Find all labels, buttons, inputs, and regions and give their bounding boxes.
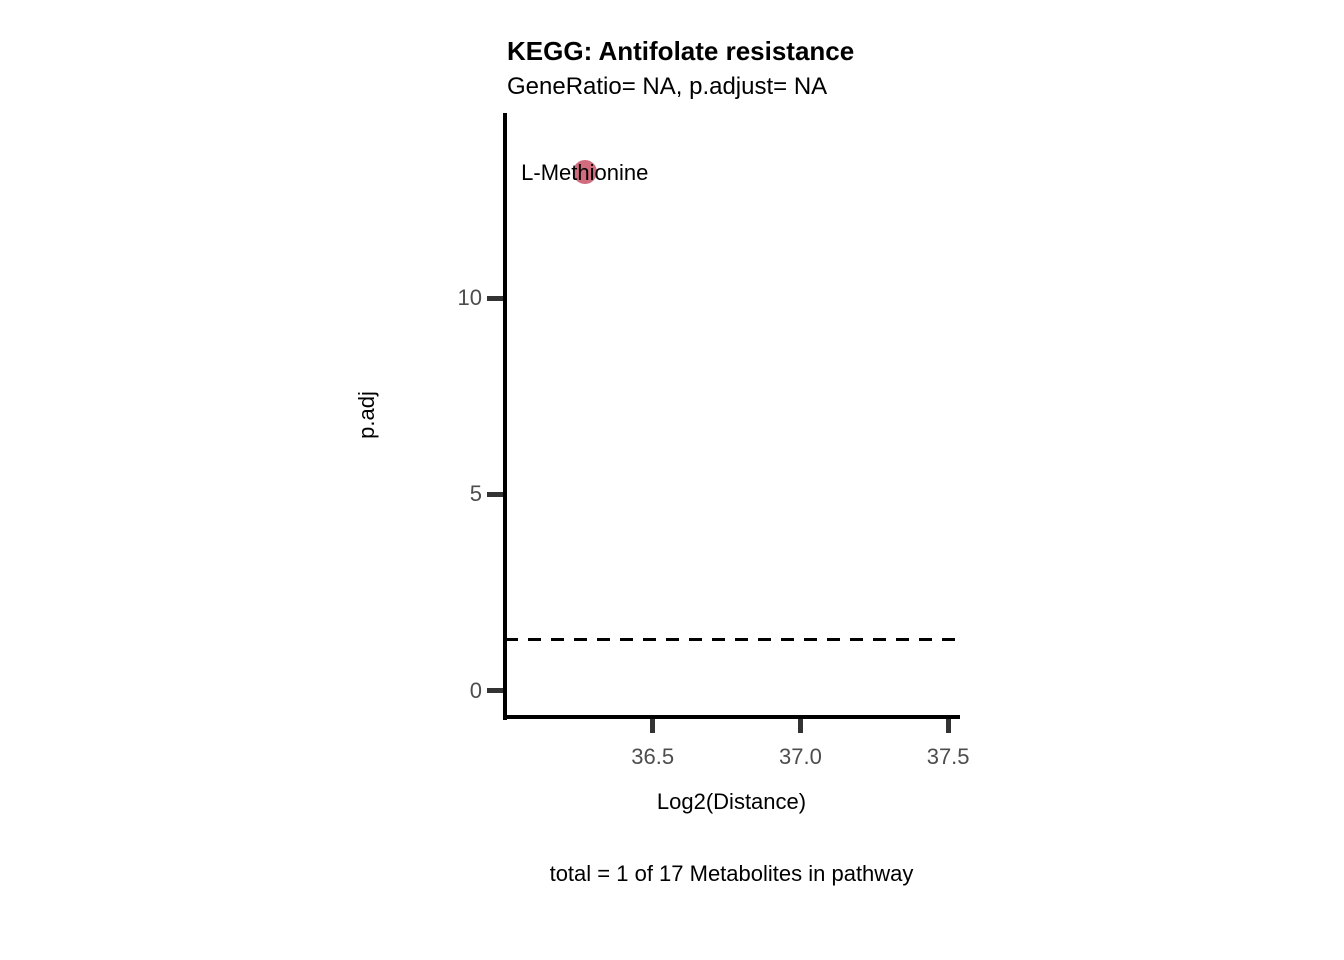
data-point: [572, 160, 597, 185]
y-tick-mark: [487, 295, 503, 301]
y-axis-line: [503, 113, 507, 720]
y-tick-label: 5: [469, 481, 482, 507]
y-tick-mark: [487, 491, 503, 497]
x-tick-label: 36.5: [631, 744, 675, 769]
x-tick-label: 37.5: [926, 744, 970, 769]
x-tick-mark: [650, 719, 656, 733]
y-tick-label: 10: [457, 285, 482, 311]
y-tick-mark: [487, 688, 503, 694]
y-tick-label: 0: [469, 677, 482, 703]
x-tick-mark: [945, 719, 951, 733]
chart-subtitle: GeneRatio= NA, p.adjust= NA: [507, 73, 828, 100]
chart-caption: total = 1 of 17 Metabolites in pathway: [549, 861, 914, 886]
x-tick-label: 37.0: [779, 744, 822, 769]
y-axis-title: p.adj: [354, 391, 379, 439]
x-axis-line: [503, 715, 960, 719]
chart-title: KEGG: Antifolate resistance: [507, 36, 855, 66]
x-axis-title: Log2(Distance): [656, 789, 807, 814]
x-tick-mark: [797, 719, 803, 733]
threshold-line: [505, 638, 957, 642]
data-point-label: L-Methionine: [521, 160, 649, 186]
